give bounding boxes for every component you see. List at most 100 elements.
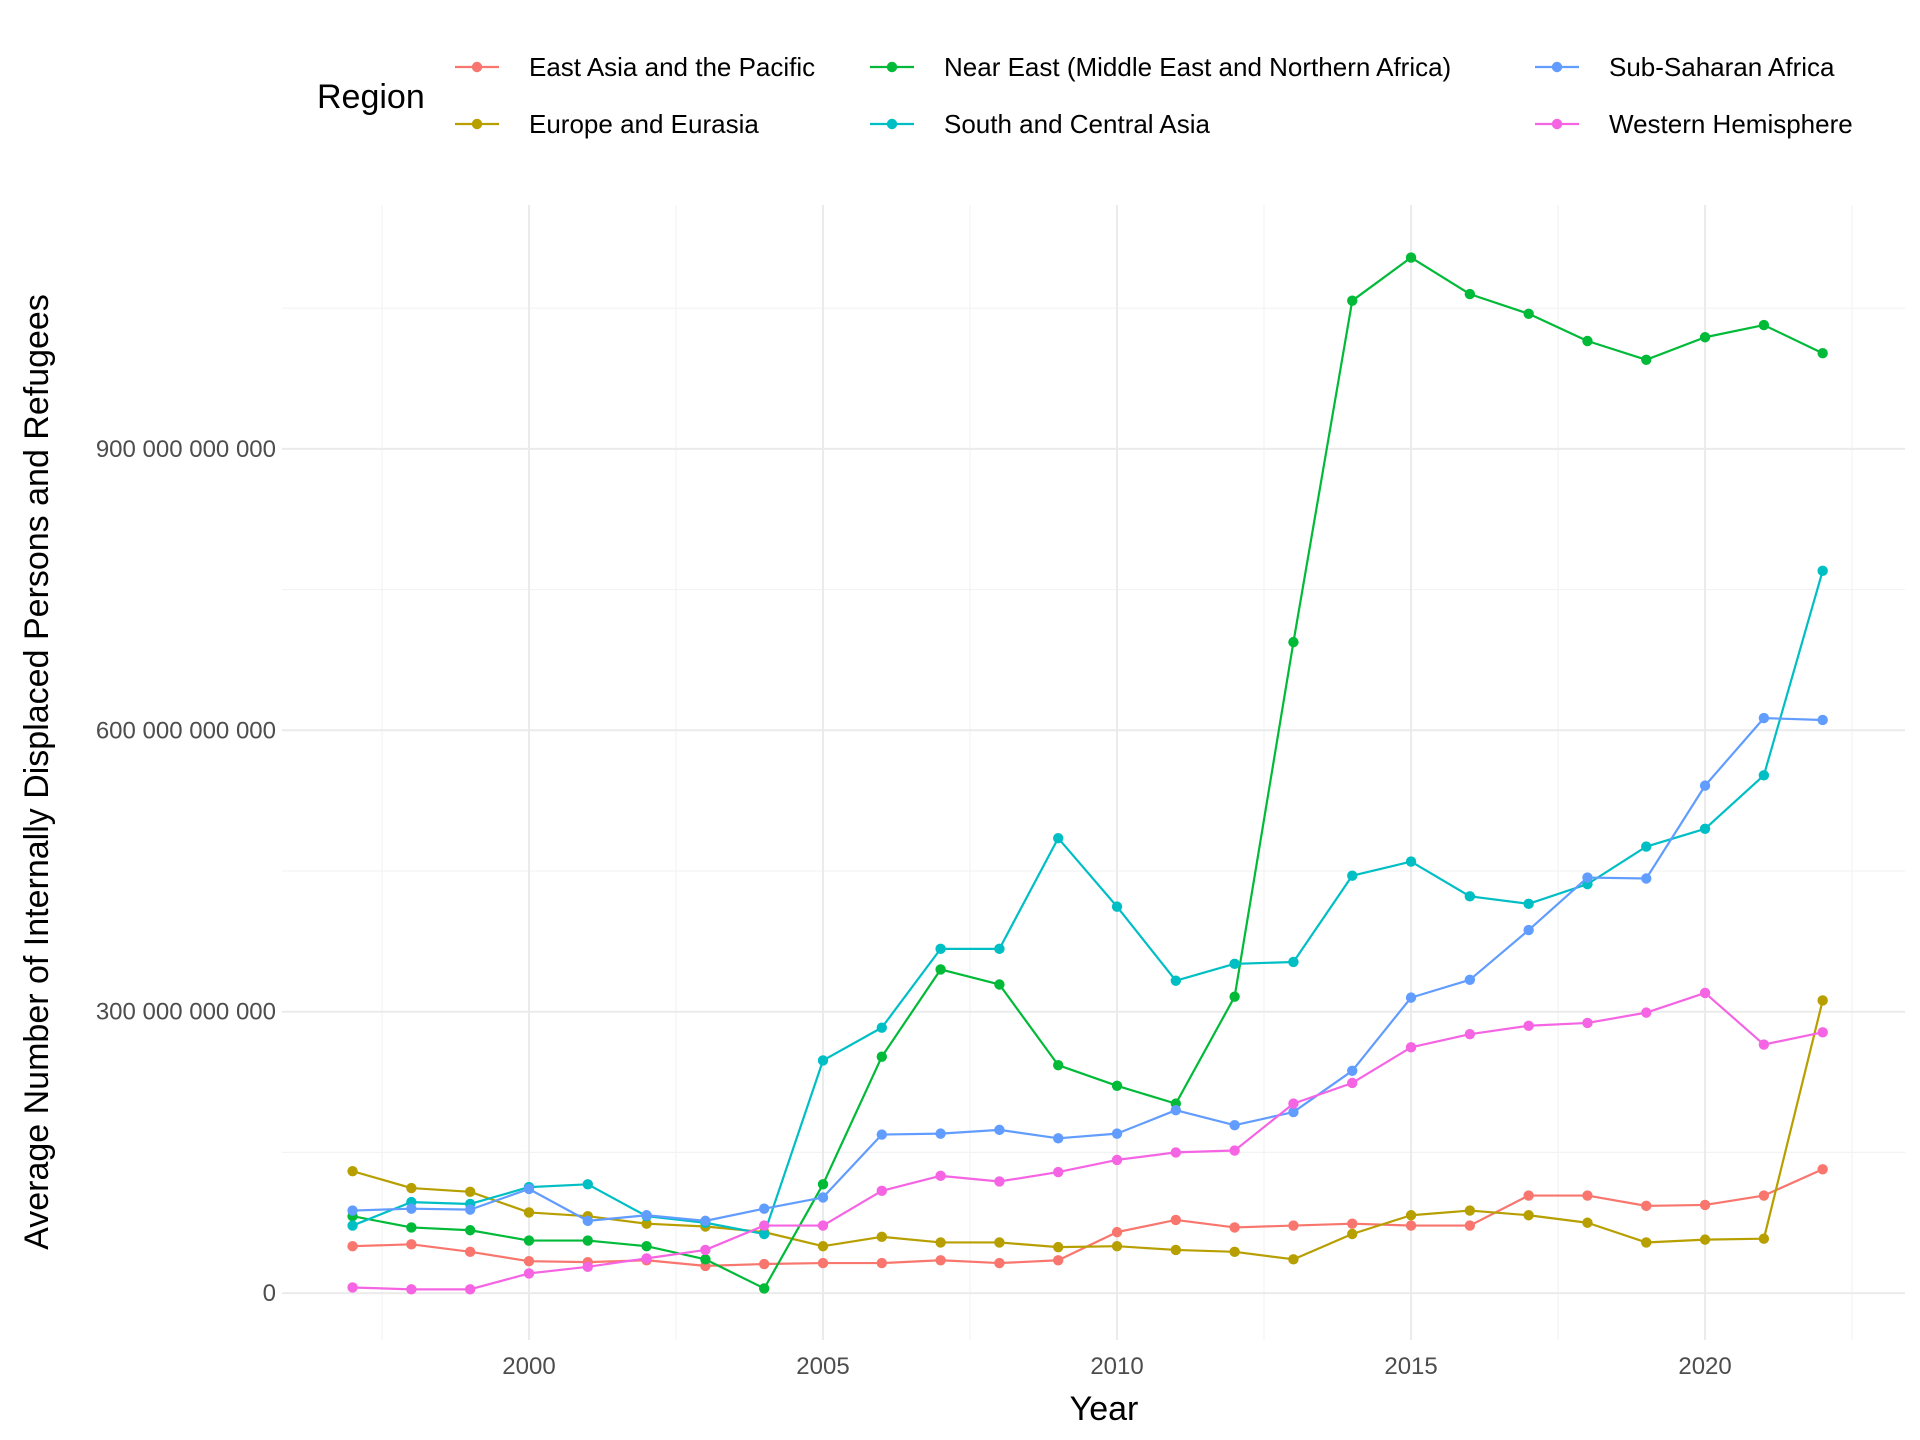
x-tick-label: 2000 <box>502 1353 555 1380</box>
data-point <box>523 1256 535 1267</box>
data-point <box>1523 1020 1534 1031</box>
data-point <box>758 1220 770 1231</box>
data-point <box>935 1170 946 1182</box>
data-point <box>758 1283 770 1294</box>
data-point <box>935 943 946 955</box>
legend-key-point <box>1551 118 1563 130</box>
data-point <box>1229 1145 1240 1156</box>
data-point <box>464 1225 476 1236</box>
data-point <box>1405 1220 1417 1231</box>
data-point <box>994 1237 1005 1248</box>
data-point <box>1817 995 1828 1006</box>
data-point <box>1464 1205 1476 1216</box>
data-point <box>1464 288 1476 300</box>
legend-label: East Asia and the Pacific <box>529 52 815 82</box>
legend-label: Near East (Middle East and Northern Afri… <box>944 52 1451 82</box>
x-tick-label: 2015 <box>1384 1353 1437 1380</box>
data-point <box>700 1244 711 1256</box>
legend-item-east-asia-and-the-pacific: East Asia and the Pacific <box>455 52 815 82</box>
data-point <box>1347 1218 1358 1229</box>
data-point <box>1699 987 1711 999</box>
data-point <box>406 1222 417 1233</box>
data-point <box>1288 956 1299 968</box>
data-point <box>582 1261 593 1273</box>
data-point <box>523 1268 535 1279</box>
data-point <box>1053 1166 1064 1178</box>
data-point <box>1111 1080 1123 1091</box>
data-point <box>1170 1214 1182 1226</box>
data-point <box>1699 823 1711 834</box>
legend-item-western-hemisphere: Western Hemisphere <box>1535 109 1853 139</box>
data-point <box>994 1257 1005 1269</box>
data-point <box>1053 832 1064 844</box>
data-point <box>1582 1017 1593 1029</box>
data-point <box>876 1257 888 1269</box>
data-point <box>1464 974 1476 986</box>
data-point <box>523 1207 535 1218</box>
x-tick-label: 2005 <box>796 1353 849 1380</box>
data-point <box>1229 958 1240 970</box>
data-point <box>994 979 1005 990</box>
series-east-asia-and-the-pacific <box>347 1164 1828 1272</box>
data-point <box>1641 1007 1652 1018</box>
data-point <box>817 1192 829 1203</box>
legend-key-point <box>471 61 483 73</box>
x-tick-label: 2010 <box>1090 1353 1143 1380</box>
data-point <box>1464 1220 1476 1231</box>
data-point <box>876 1051 888 1062</box>
y-axis-tick-labels: 0 300 000 000 000 600 000 000 000 900 000 0… <box>96 436 276 1307</box>
series-line <box>352 1000 1824 1261</box>
data-point <box>1523 1190 1534 1201</box>
legend-title: Region <box>317 78 425 116</box>
data-point <box>406 1203 417 1214</box>
data-point <box>1523 898 1534 910</box>
data-point <box>1347 870 1358 881</box>
data-point <box>1699 780 1711 791</box>
legend-label: South and Central Asia <box>944 109 1210 139</box>
series-line <box>352 256 1824 1290</box>
data-point <box>1405 252 1417 263</box>
data-point <box>1582 872 1593 883</box>
data-point <box>1347 295 1358 306</box>
series-line <box>352 991 1823 1291</box>
y-axis-title: Average Number of Internally Displaced P… <box>18 294 56 1250</box>
data-point <box>1053 1133 1064 1144</box>
series-south-and-central-asia <box>347 565 1828 1240</box>
data-point <box>758 1203 770 1214</box>
data-point <box>347 1240 358 1252</box>
legend-label: Europe and Eurasia <box>529 109 759 139</box>
plot-panel <box>282 205 1905 1340</box>
data-point <box>347 1165 358 1177</box>
data-point <box>1582 1190 1593 1201</box>
y-tick-label: 0 <box>263 1280 276 1307</box>
data-point <box>994 943 1005 955</box>
series-europe-and-eurasia <box>347 995 1828 1265</box>
data-point <box>817 1055 829 1066</box>
data-point <box>1641 873 1652 884</box>
data-point <box>1758 1233 1770 1244</box>
data-point <box>464 1204 476 1215</box>
data-point <box>817 1257 829 1269</box>
data-point <box>406 1284 417 1295</box>
data-point <box>523 1183 535 1195</box>
data-point <box>1347 1228 1358 1240</box>
data-point <box>406 1182 417 1194</box>
data-point <box>758 1258 770 1270</box>
x-tick-label: 2020 <box>1678 1353 1731 1380</box>
data-point <box>1053 1059 1064 1071</box>
data-point <box>994 1124 1005 1136</box>
legend-item-europe-and-eurasia: Europe and Eurasia <box>455 109 759 139</box>
legend-item-sub-saharan-africa: Sub-Saharan Africa <box>1535 52 1835 82</box>
data-point <box>523 1235 535 1246</box>
y-tick-label: 900 000 000 000 <box>96 436 276 463</box>
data-point <box>1053 1255 1064 1266</box>
data-point <box>464 1284 476 1295</box>
data-point <box>1641 1237 1652 1248</box>
data-point <box>1288 1098 1299 1109</box>
data-point <box>1405 1042 1417 1053</box>
data-point <box>1111 1154 1123 1166</box>
legend-key-point <box>886 61 898 73</box>
series-line <box>352 1168 1824 1267</box>
data-point <box>1229 991 1240 1002</box>
